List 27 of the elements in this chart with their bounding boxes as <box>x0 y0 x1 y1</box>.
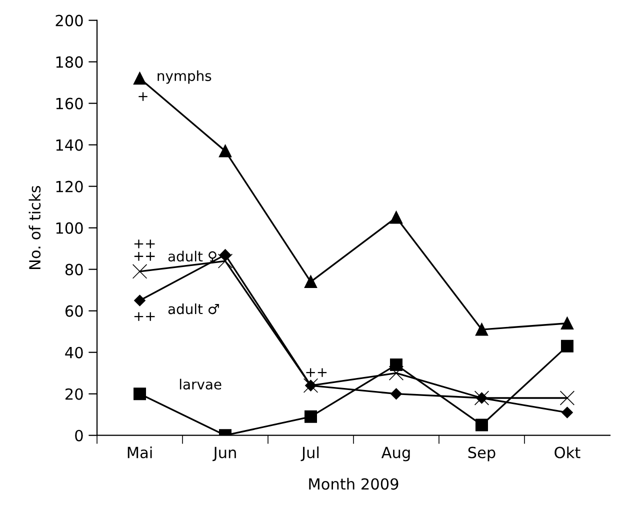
x-axis-title: Month 2009 <box>309 478 398 490</box>
y-tick-label: 60 <box>65 305 83 317</box>
x-tick-label: Jul <box>300 446 319 462</box>
series-label: larvae <box>180 378 222 390</box>
x-tick-label: Aug <box>381 446 410 462</box>
x-tick-label: Jun <box>212 446 236 462</box>
x-tick-label: Sep <box>468 446 496 462</box>
y-tick-label: 120 <box>56 180 83 192</box>
y-axis-title: No. of ticks <box>28 186 41 269</box>
annotation: ++ <box>134 252 155 261</box>
y-tick-label: 100 <box>56 222 83 234</box>
y-tick-label: 160 <box>56 98 83 110</box>
annotation: ++ <box>134 312 155 321</box>
y-tick-label: 40 <box>65 346 83 358</box>
x-tick-label: Okt <box>554 446 580 458</box>
annotation: ++ <box>134 240 155 248</box>
y-tick-label: 200 <box>56 14 83 26</box>
series-label: nymphs <box>158 70 212 84</box>
y-tick-label: 80 <box>65 264 83 276</box>
y-tick-label: 180 <box>56 56 83 68</box>
x-tick-label: Mai <box>128 446 152 458</box>
annotation: ++ <box>306 368 327 377</box>
annotation: + <box>138 92 148 101</box>
y-tick-label: 0 <box>75 430 83 442</box>
y-tick-label: 140 <box>56 139 83 151</box>
y-tick-label: 20 <box>66 388 83 400</box>
series-label: adult ♂ <box>168 303 219 314</box>
